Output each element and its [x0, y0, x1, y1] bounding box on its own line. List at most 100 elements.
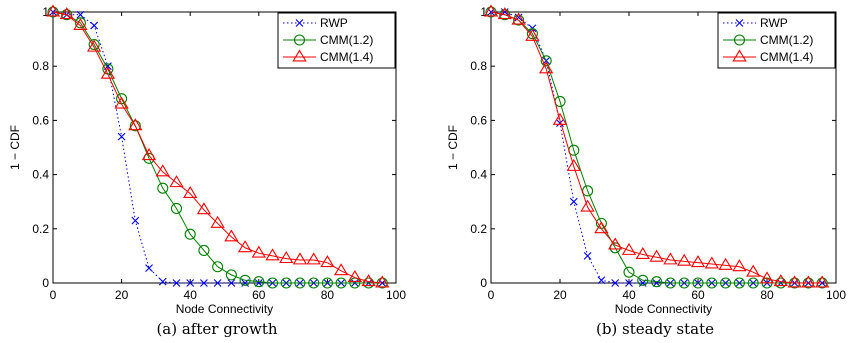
data-point-cmm-1-4	[580, 199, 595, 212]
legend-marker-cmm-1-2	[733, 34, 746, 46]
caption-b: (b) steady state	[596, 320, 714, 338]
y-tick-label: 0	[42, 276, 49, 290]
data-point-cmm-1-2	[225, 269, 237, 281]
data-point-cmm-1-2	[637, 274, 649, 286]
data-point-cmm-1-4	[594, 221, 609, 234]
x-tick-label: 100	[826, 288, 846, 302]
data-point-cmm-1-2	[664, 277, 676, 289]
y-axis-label: 1 − CDF	[8, 125, 22, 170]
data-point-cmm-1-4	[759, 271, 775, 284]
y-tick-label: 0.4	[470, 168, 487, 182]
data-point-cmm-1-4	[141, 148, 157, 161]
y-tick-label: 1	[480, 5, 487, 19]
data-point-cmm-1-4	[155, 164, 170, 177]
data-point-rwp	[611, 279, 620, 287]
data-point-cmm-1-4	[333, 263, 349, 276]
legend-label-cmm-1-4: CMM(1.4)	[760, 50, 813, 64]
data-point-rwp	[213, 279, 222, 287]
data-point-cmm-1-2	[157, 182, 169, 194]
data-point-cmm-1-4	[649, 249, 664, 262]
x-tick-label: 0	[488, 288, 495, 302]
data-point-rwp	[90, 21, 99, 30]
data-point-cmm-1-4	[497, 7, 512, 20]
legend-label-cmm-1-4: CMM(1.4)	[320, 50, 373, 64]
data-point-cmm-1-4	[265, 248, 280, 261]
data-point-rwp	[186, 279, 195, 287]
chart-steady-state: 0 20 40 60 80 100 0 0.2 0.4 0.6 0.8 1 Node Connectiv…	[446, 4, 846, 316]
data-point-cmm-1-2	[623, 266, 635, 278]
data-point-cmm-1-4	[45, 4, 61, 17]
legend-marker-rwp	[735, 19, 744, 27]
data-point-cmm-1-4	[815, 275, 830, 288]
x-tick-label: 20	[553, 288, 567, 302]
data-point-cmm-1-2	[212, 261, 224, 273]
y-tick-label: 0.6	[32, 113, 49, 127]
data-point-rwp	[625, 279, 633, 287]
data-point-cmm-1-4	[210, 215, 225, 228]
data-point-cmm-1-2	[47, 6, 59, 18]
data-point-cmm-1-2	[692, 277, 704, 289]
y-tick-label: 0.6	[470, 113, 487, 127]
data-point-cmm-1-4	[787, 275, 802, 288]
data-point-rwp	[145, 264, 153, 272]
legend-marker-cmm-1-4	[292, 49, 307, 62]
legend-label-cmm-1-2: CMM(1.2)	[760, 33, 813, 47]
legend-marker-rwp	[295, 19, 304, 27]
series-line-cmm-1-2	[52, 11, 383, 284]
data-point-cmm-1-2	[513, 14, 525, 26]
data-point-cmm-1-2	[651, 276, 663, 288]
x-tick-label: 80	[321, 288, 335, 302]
series-cmm-1-2	[47, 6, 388, 289]
data-point-cmm-1-4	[251, 245, 266, 258]
data-point-rwp	[117, 132, 126, 141]
data-point-cmm-1-4	[690, 255, 706, 268]
x-axis-label: Node Connectivity	[176, 302, 273, 316]
data-point-cmm-1-2	[88, 38, 100, 51]
x-tick-label: 20	[115, 288, 129, 302]
data-point-cmm-1-4	[306, 252, 321, 265]
data-point-cmm-1-2	[61, 9, 73, 21]
data-point-cmm-1-4	[483, 4, 499, 17]
data-point-cmm-1-2	[499, 9, 511, 21]
y-axis-label: 1 − CDF	[446, 125, 460, 170]
legend: RWP CMM(1.2) CMM(1.4)	[717, 12, 836, 69]
legend-marker-cmm-1-2	[293, 34, 306, 46]
data-point-cmm-1-4	[169, 175, 184, 188]
data-point-cmm-1-4	[347, 270, 362, 283]
data-point-cmm-1-2	[733, 277, 745, 289]
data-point-rwp	[556, 119, 564, 127]
x-axis-label: Node Connectivity	[615, 302, 712, 316]
data-point-cmm-1-4	[732, 259, 747, 272]
data-point-cmm-1-2	[266, 277, 279, 289]
x-tick-label: 80	[760, 288, 774, 302]
caption-a: (a) after growth	[156, 320, 277, 338]
x-tick-label: 40	[184, 288, 198, 302]
data-point-cmm-1-2	[540, 55, 552, 67]
data-point-cmm-1-4	[608, 237, 623, 250]
y-tick-label: 0.8	[470, 59, 487, 73]
series-cmm-1-4	[45, 4, 390, 288]
data-point-cmm-1-2	[198, 244, 210, 257]
data-point-rwp	[200, 279, 208, 287]
data-point-cmm-1-4	[566, 158, 581, 171]
data-point-cmm-1-4	[635, 246, 650, 259]
data-point-cmm-1-4	[718, 257, 733, 270]
data-point-rwp	[652, 279, 661, 287]
data-point-cmm-1-2	[280, 277, 292, 289]
data-point-cmm-1-4	[663, 252, 678, 265]
data-point-cmm-1-4	[746, 264, 761, 277]
y-tick-label: 0.2	[470, 222, 487, 236]
x-tick-label: 0	[50, 288, 57, 302]
data-point-cmm-1-4	[511, 12, 526, 25]
data-point-cmm-1-2	[129, 120, 141, 132]
y-tick-label: 0.2	[32, 222, 49, 236]
data-point-rwp	[583, 252, 592, 260]
series-line-cmm-1-4	[52, 11, 383, 284]
series-line-cmm-1-4	[490, 11, 823, 284]
data-point-cmm-1-2	[678, 277, 690, 289]
data-point-rwp	[172, 279, 181, 287]
data-point-cmm-1-4	[128, 118, 143, 131]
x-tick-label: 60	[252, 288, 266, 302]
data-point-cmm-1-4	[801, 275, 816, 288]
